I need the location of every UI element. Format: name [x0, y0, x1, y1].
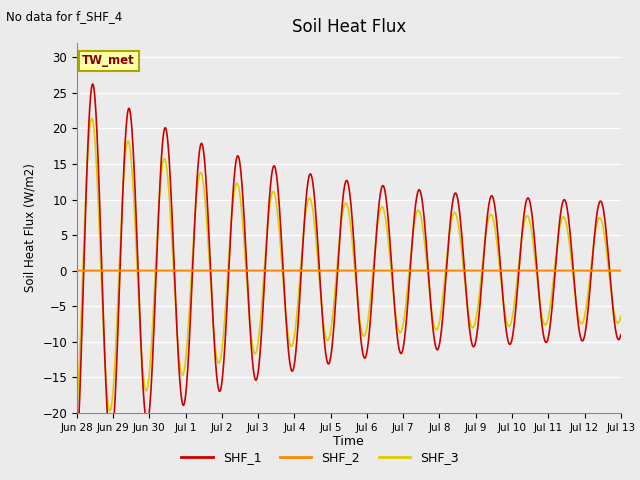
X-axis label: Time: Time [333, 435, 364, 448]
Title: Soil Heat Flux: Soil Heat Flux [292, 18, 406, 36]
Text: No data for f_SHF_4: No data for f_SHF_4 [6, 10, 123, 23]
Y-axis label: Soil Heat Flux (W/m2): Soil Heat Flux (W/m2) [24, 164, 36, 292]
Legend: SHF_1, SHF_2, SHF_3: SHF_1, SHF_2, SHF_3 [177, 446, 463, 469]
Text: TW_met: TW_met [82, 54, 135, 67]
